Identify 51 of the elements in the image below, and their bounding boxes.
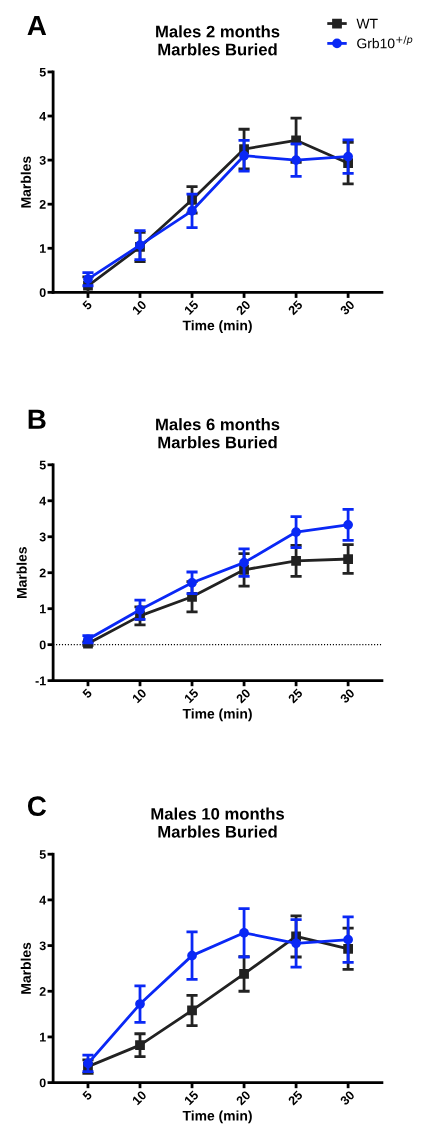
chart-title: Males 6 months Marbles Buried [156,418,280,449]
x-tick-label: 10 [131,1090,147,1106]
x-tick-label: 15 [183,299,200,316]
legend-label: WT [356,18,378,29]
x-tick-label: 5 [82,688,93,699]
chart-title: Males 10 months Marbles Buried [151,807,284,838]
y-tick-label: 2 [39,568,46,578]
chart-title: Males 2 months Marbles Buried [156,25,280,56]
x-tick-label: 20 [235,1090,251,1106]
y-axis-title: Marbles [20,156,31,208]
x-tick-label: 30 [339,1090,356,1106]
x-axis-title: Time (min) [182,708,252,722]
x-tick-label: 15 [183,688,200,704]
y-tick-label: 3 [39,155,46,165]
y-tick-label: 5 [39,850,46,859]
x-tick-label: 20 [235,299,251,316]
x-tick-label: 5 [82,1090,93,1101]
x-tick-label: 30 [339,299,356,316]
x-tick-label: 10 [131,299,147,316]
text: A [27,15,47,36]
text: C [27,796,47,816]
x-tick-label: 5 [82,299,93,311]
y-tick-label: 0 [39,288,46,297]
y-tick-label: 5 [39,460,46,470]
x-tick-label: 25 [287,688,304,704]
x-axis-title: Time (min) [182,320,252,334]
y-tick-label: 3 [39,941,46,951]
y-tick-label: 2 [39,987,46,996]
y-tick-label: 4 [39,496,47,506]
x-tick-label: 25 [287,1090,304,1106]
y-tick-label: -1 [35,676,46,686]
y-tick-label: 4 [39,895,47,905]
y-tick-label: 2 [39,199,46,209]
y-tick-label: 4 [39,111,47,121]
x-tick-label: 25 [287,299,304,316]
x-tick-label: 20 [235,688,251,704]
y-axis-title: Marbles [20,942,31,994]
y-tick-label: 3 [39,532,46,542]
y-tick-label: 5 [39,67,46,77]
y-tick-label: 0 [39,640,46,650]
x-axis-title: Time (min) [182,1110,252,1124]
y-axis-title: Marbles [16,547,27,599]
y-tick-label: 1 [40,604,46,614]
x-tick-label: 30 [339,688,356,704]
x-tick-label: 15 [183,1090,200,1106]
y-tick-label: 1 [40,244,46,253]
x-tick-label: 10 [131,688,147,704]
text: B [28,409,46,429]
y-tick-label: 1 [40,1032,46,1042]
y-tick-label: 0 [39,1078,46,1088]
legend-label: Grb10$^{+/p}$ [357,35,413,49]
